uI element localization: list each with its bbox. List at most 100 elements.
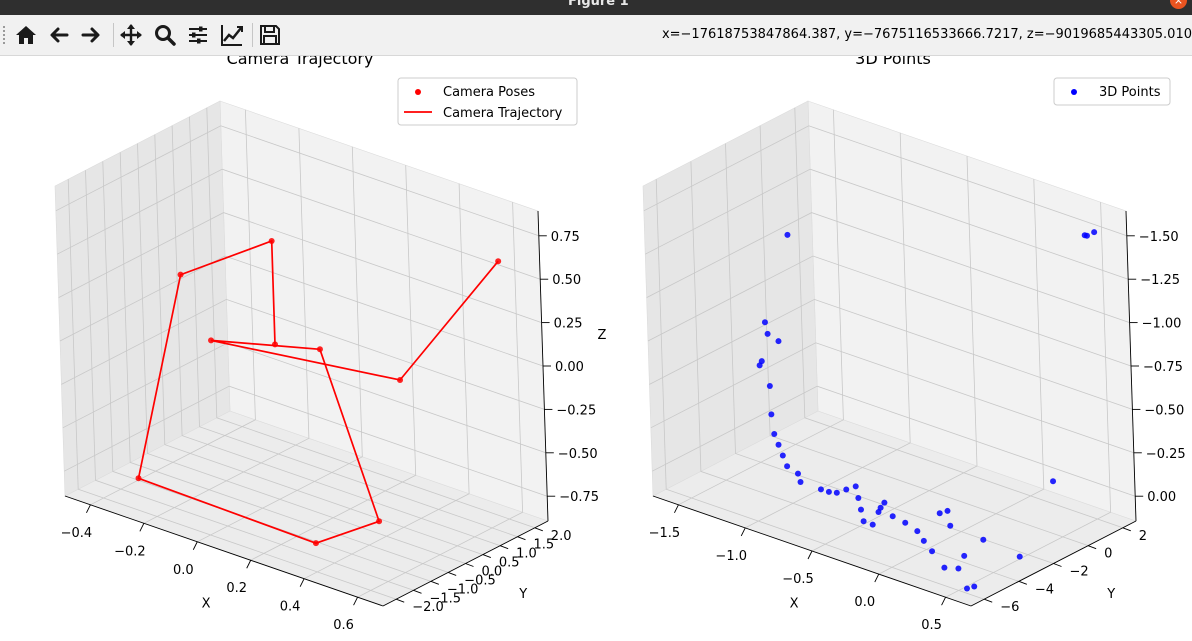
z-tick-label: 0.75 [551,230,580,245]
y-gridline [189,116,518,538]
close-button[interactable]: × [1170,0,1187,9]
toolbar-grip[interactable] [3,26,9,44]
y-gridline [690,161,1020,582]
x-tick-label: 0.6 [333,618,354,633]
scatter-point [961,552,968,559]
scatter-point [794,470,801,477]
y-tick [517,536,526,541]
z-gridline [64,385,548,497]
scatter-point [775,338,782,345]
y-gridline [759,125,1089,546]
y-tick [534,527,543,532]
scatter-point [779,452,786,459]
scatter-point [869,521,876,528]
cursor-coordinates: x=−17618753847864.387, y=−7675116533666.… [661,27,1192,42]
minimize-button[interactable]: – [1138,0,1145,7]
x-gridline [811,155,978,552]
line-chart-icon [221,25,243,46]
z-gridline [62,342,546,454]
scatter-point [855,494,862,501]
x-gridline [90,109,256,506]
scatter-point [971,583,978,590]
scatter-point [881,499,888,506]
z-axis-label: Z [598,328,607,343]
scatter-point [764,330,771,337]
figure-canvas[interactable]: −0.4−0.20.00.20.40.6−2.0−1.5−1.0−0.50.00… [0,56,1192,641]
x-tick-label: −1.5 [649,526,681,541]
x-gridline [678,109,844,506]
x-axis-label: X [790,597,799,612]
y-gridline [119,152,449,573]
x-tick [139,523,145,532]
z-gridline [649,298,1133,410]
scatter-point [944,507,951,514]
edit-axis-button[interactable] [218,21,246,49]
camera-pose-point [312,540,319,547]
y-gridline [67,179,397,600]
y-tick [413,589,422,594]
y-tick [1018,580,1028,585]
scatter-point [775,441,782,448]
scatter-point [947,522,954,529]
camera-pose-point [135,475,142,482]
scatter-point [920,537,927,544]
x-axis-label: X [202,597,211,612]
scatter-point [771,430,778,437]
save-button[interactable] [256,21,284,49]
z-tick-label: −0.75 [559,490,599,505]
y-gridline [206,107,535,529]
z-gridline [57,168,541,280]
y-tick-label: 0 [1104,547,1112,562]
magnifier-icon [155,25,176,46]
x-tick [86,504,91,514]
x-gridline [303,183,470,580]
scatter-point [964,585,971,592]
z-gridline [647,255,1132,367]
y-tick-label: −2 [1070,565,1089,580]
configure-subplots-button[interactable] [184,21,212,49]
camera-pose-point [376,518,383,525]
z-tick-label: 0.25 [554,317,583,332]
y-gridline [137,143,466,564]
y-tick-label: 2.0 [551,529,572,544]
camera-pose-point [208,337,215,344]
x-tick-label: 0.2 [226,581,247,596]
x-gridline [945,202,1112,598]
floppy-disk-icon [260,25,280,45]
scatter-point [1050,478,1057,485]
scatter-point [768,411,775,418]
home-button[interactable] [12,21,40,49]
scatter-point [857,506,864,513]
x-gridline [878,179,1045,575]
z-tick-label: −1.25 [1140,273,1180,288]
x-tick [192,541,198,550]
pan-button[interactable] [117,21,145,49]
scatter-point [833,489,840,496]
y-tick-label: 0.0 [482,565,503,580]
x-gridline [197,146,363,543]
camera-pose-point [397,376,404,383]
back-button[interactable] [45,21,73,49]
scatter-point [843,486,850,493]
z-tick-label: −0.50 [1144,403,1184,418]
y-tick-label: 2 [1139,529,1147,544]
y-axis-label: Y [518,587,527,602]
toolbar-separator [252,23,253,47]
y-tick-label: −1.0 [447,582,479,597]
scatter-point [929,548,936,555]
trajectory-line [137,239,499,545]
x-gridline [143,128,310,524]
x-tick [246,560,252,569]
y-tick-label: −6 [1000,600,1019,615]
x-axis-line [64,495,384,607]
z-gridline [61,298,545,410]
y-tick-label: −2.0 [412,600,444,615]
scatter-point [1091,229,1098,236]
zoom-button[interactable] [151,21,179,49]
scatter-point [758,358,765,365]
z-tick-label: 0.50 [552,273,581,288]
z-tick-label: −0.25 [556,403,596,418]
chart-title: 3D Points [855,56,931,68]
camera-pose-point [268,238,275,244]
forward-button[interactable] [77,21,105,49]
